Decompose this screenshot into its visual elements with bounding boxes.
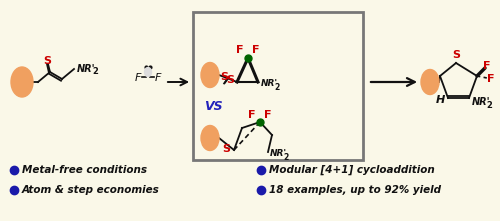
Text: F: F [252,45,260,55]
Text: S: S [452,50,460,60]
Text: Modular [4+1] cycloaddition: Modular [4+1] cycloaddition [269,165,435,175]
Text: 2: 2 [486,101,492,109]
Text: S: S [220,72,228,82]
Text: VS: VS [204,99,223,112]
Text: F: F [487,74,495,84]
Text: F: F [135,73,141,83]
Text: F: F [155,73,161,83]
Text: F: F [236,45,244,55]
Text: 2: 2 [283,152,288,162]
Text: Atom & step economies: Atom & step economies [22,185,160,195]
Text: NR': NR' [472,97,490,107]
Text: NR': NR' [270,149,287,158]
Text: S: S [222,144,230,154]
Text: F: F [264,110,272,120]
Text: 18 examples, up to 92% yield: 18 examples, up to 92% yield [269,185,441,195]
Text: S: S [43,56,51,66]
Ellipse shape [421,69,439,95]
Text: H: H [436,95,444,105]
Ellipse shape [144,67,152,76]
Ellipse shape [11,67,33,97]
Ellipse shape [201,63,219,88]
Text: Metal-free conditions: Metal-free conditions [22,165,147,175]
Text: 2: 2 [274,82,279,91]
Text: NR': NR' [261,80,278,88]
Text: S: S [226,75,234,85]
Text: F: F [483,61,491,71]
Text: 2: 2 [92,67,98,76]
Text: F: F [248,110,256,120]
Ellipse shape [201,126,219,151]
FancyBboxPatch shape [193,12,363,160]
Text: NR': NR' [77,64,96,74]
